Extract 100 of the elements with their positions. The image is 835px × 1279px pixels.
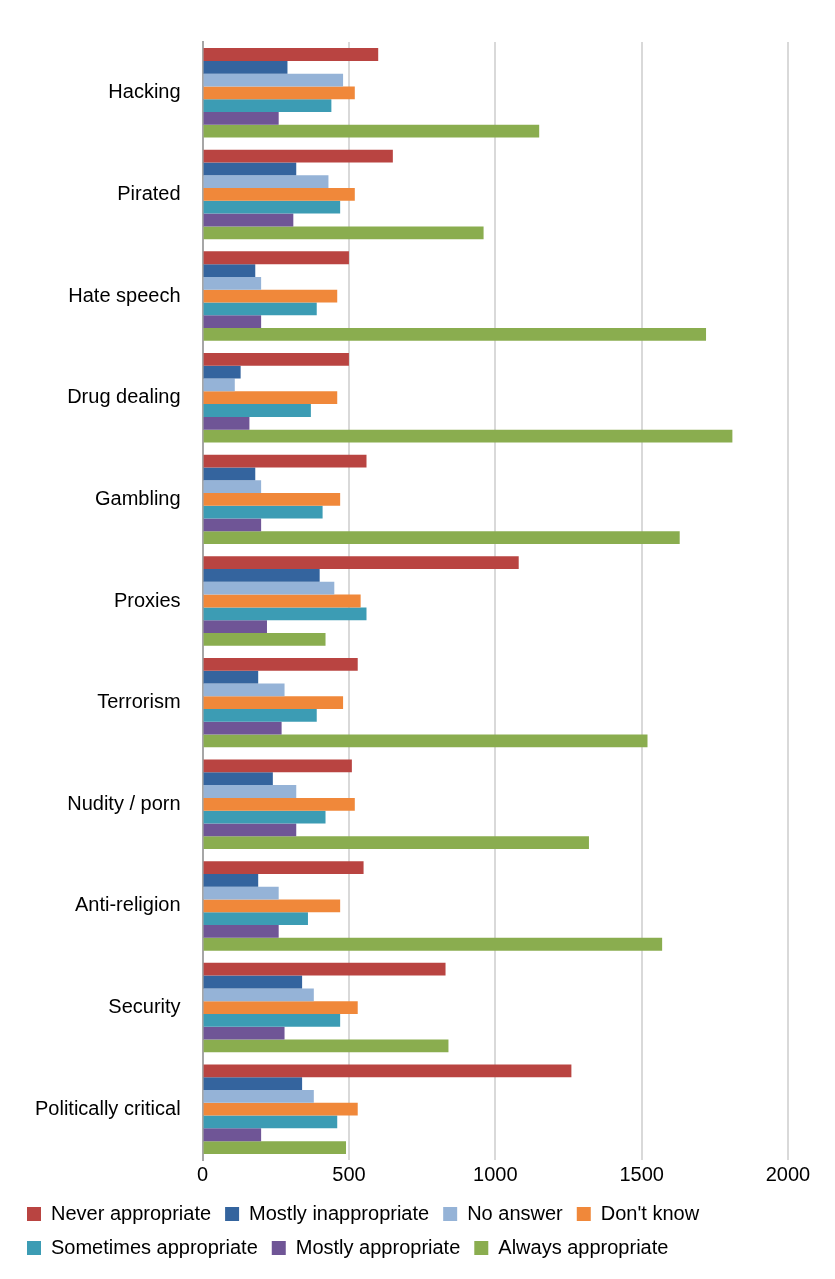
- bar: [203, 925, 279, 938]
- y-tick-label: Anti-religion: [74, 893, 181, 916]
- legend-label: Mostly inappropriate: [249, 1201, 430, 1224]
- bar: [203, 416, 250, 430]
- bar: [203, 175, 329, 189]
- bar: [203, 962, 446, 976]
- bar: [203, 581, 335, 595]
- y-tick-label: Proxies: [113, 588, 181, 611]
- y-tick-label: Drug dealing: [67, 385, 181, 408]
- bar: [203, 670, 259, 684]
- bar: [203, 899, 341, 913]
- x-tick-label: 500: [332, 1162, 366, 1185]
- bar: [203, 60, 288, 74]
- legend-label: Always appropriate: [498, 1235, 669, 1258]
- y-tick-label: Pirated: [117, 181, 181, 204]
- bar: [203, 86, 355, 100]
- bar: [203, 556, 519, 570]
- bar: [203, 1102, 358, 1116]
- bar: [203, 1115, 338, 1129]
- bar: [203, 785, 297, 798]
- bar: [203, 836, 589, 849]
- bar: [203, 289, 338, 303]
- bar: [203, 912, 308, 926]
- bar: [203, 937, 663, 951]
- bar: [203, 404, 311, 417]
- bar: [203, 276, 262, 290]
- bar: [203, 709, 317, 722]
- bar: [203, 1141, 347, 1154]
- bar: [203, 48, 379, 61]
- y-tick-label: Hacking: [108, 80, 181, 103]
- legend-label: Mostly appropriate: [295, 1235, 461, 1258]
- bar: [203, 873, 259, 887]
- bar: [203, 251, 349, 265]
- bar: [203, 518, 262, 532]
- bar: [203, 886, 279, 900]
- bar: [203, 797, 355, 811]
- bar: [203, 1026, 285, 1040]
- bar: [203, 1064, 572, 1078]
- bar: [203, 162, 297, 176]
- bar: [203, 378, 235, 392]
- bar: [203, 73, 344, 87]
- bar: [203, 480, 262, 493]
- bar: [203, 569, 320, 582]
- bar: [203, 810, 326, 824]
- bar: [203, 213, 294, 227]
- bar: [203, 467, 256, 481]
- bar: [203, 1128, 262, 1142]
- y-tick-label: Nudity / porn: [67, 791, 181, 814]
- bar: [203, 988, 314, 1002]
- x-tick-label: 0: [197, 1162, 209, 1185]
- bar: [203, 365, 241, 379]
- y-tick-label: Security: [108, 995, 181, 1018]
- bar: [203, 607, 367, 621]
- y-tick-label: Politically critical: [34, 1096, 181, 1119]
- bar: [203, 696, 344, 710]
- bar: [203, 188, 355, 201]
- bar: [203, 1039, 449, 1053]
- bar: [203, 531, 680, 545]
- bar: [203, 315, 262, 329]
- bar: [203, 454, 367, 468]
- x-tick-label: 1000: [473, 1162, 518, 1185]
- bar: [203, 124, 540, 138]
- x-tick-label: 1500: [619, 1162, 664, 1185]
- bar: [203, 149, 393, 163]
- legend-label: Never appropriate: [51, 1201, 212, 1224]
- bar: [203, 657, 358, 671]
- bar: [203, 429, 733, 443]
- y-tick-label: Hate speech: [68, 283, 181, 306]
- bar: [203, 505, 323, 519]
- bar: [203, 328, 707, 341]
- bar: [203, 1013, 341, 1027]
- bar: [203, 594, 361, 608]
- bar: [203, 1001, 358, 1014]
- bar: [203, 492, 341, 506]
- bar: [203, 264, 256, 277]
- bar: [203, 226, 484, 240]
- legend-label: Don't know: [600, 1201, 700, 1224]
- x-tick-label: 2000: [765, 1162, 811, 1185]
- bar: [203, 302, 317, 316]
- bar: [203, 975, 303, 989]
- bar: [203, 759, 352, 773]
- legend-label: Sometimes appropriate: [51, 1235, 258, 1258]
- bar: [203, 861, 364, 874]
- bar: [203, 391, 338, 405]
- bar: [203, 1090, 314, 1103]
- bar: [203, 721, 282, 735]
- bar: [203, 353, 349, 366]
- bar: [203, 200, 341, 214]
- bar: [203, 1077, 303, 1091]
- y-tick-label: Gambling: [94, 486, 181, 509]
- legend-label: No answer: [467, 1201, 564, 1224]
- bar: [203, 99, 332, 112]
- bar: [203, 772, 273, 786]
- bar: [203, 734, 648, 748]
- bar: [203, 111, 279, 125]
- bar: [203, 683, 285, 697]
- bar: [203, 632, 326, 646]
- bar: [203, 823, 297, 837]
- bar: [203, 620, 267, 633]
- y-tick-label: Terrorism: [97, 690, 181, 713]
